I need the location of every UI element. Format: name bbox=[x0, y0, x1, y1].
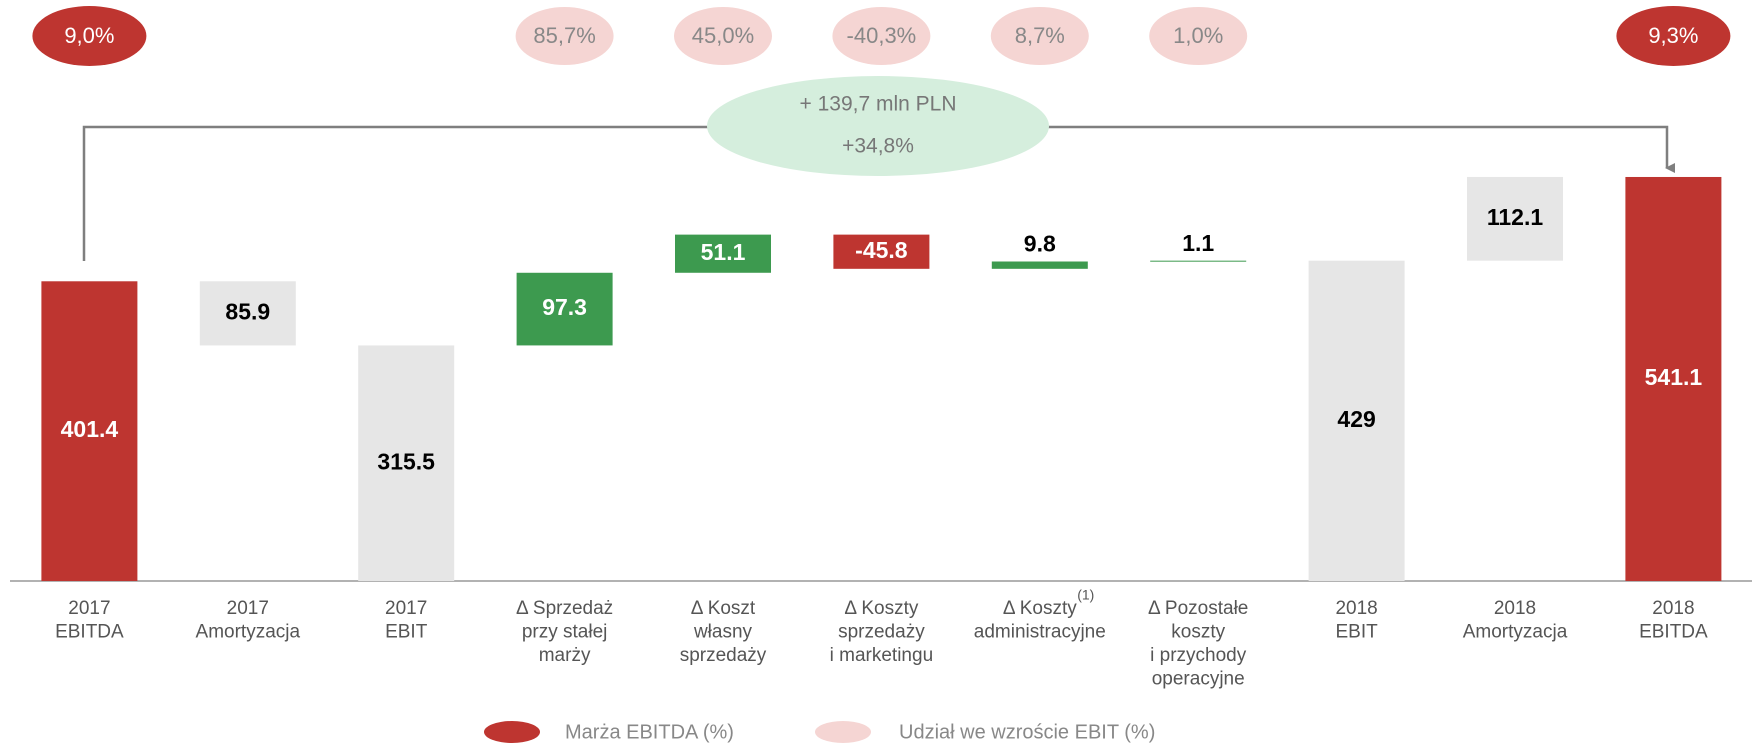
x-tick-label-line: koszty bbox=[1171, 622, 1225, 643]
x-tick-label-line: Δ Koszt bbox=[691, 598, 756, 619]
bar bbox=[199, 281, 296, 346]
bar bbox=[675, 234, 771, 273]
legend-swatch bbox=[815, 721, 871, 743]
x-tick-label-line: Δ Pozostałe bbox=[1148, 598, 1248, 619]
x-tick-label-line: sprzedaży bbox=[680, 645, 767, 666]
x-tick-label-line: EBIT bbox=[385, 622, 428, 643]
legend-label: Marża EBITDA (%) bbox=[565, 721, 734, 743]
marker-label: 9,3% bbox=[1648, 23, 1698, 48]
x-tick-label-line: EBIT bbox=[1335, 622, 1378, 643]
x-tick-label: Δ Pozostałe koszty i przychody operacyjne bbox=[1148, 598, 1248, 690]
x-tick-label-line: 2017 bbox=[68, 598, 110, 619]
bar-label: -45.8 bbox=[855, 237, 908, 263]
x-tick-label: 2017 EBIT bbox=[385, 598, 428, 643]
x-tick-label-line: 2018 bbox=[1335, 598, 1377, 619]
bar-label: 401.4 bbox=[61, 416, 119, 442]
footnote-ref: (1) bbox=[1077, 587, 1094, 603]
marker-label: -40,3% bbox=[847, 23, 917, 48]
bar-label: 85.9 bbox=[225, 298, 270, 324]
x-tick-label: Δ Koszty sprzedaży i marketingu bbox=[830, 598, 934, 666]
marker-label: 1,0% bbox=[1173, 23, 1223, 48]
x-tick-label-line: marży bbox=[539, 645, 591, 666]
bar-label: 9.8 bbox=[1024, 231, 1056, 257]
bar bbox=[1467, 176, 1563, 261]
bar bbox=[1150, 260, 1247, 262]
marker-label: 85,7% bbox=[533, 23, 595, 48]
x-tick-label: Δ Koszty administracyjne bbox=[974, 598, 1106, 643]
bar bbox=[833, 234, 930, 269]
bar-label: 51.1 bbox=[701, 239, 746, 265]
bar bbox=[991, 261, 1088, 269]
bar-label: 541.1 bbox=[1645, 364, 1703, 390]
x-tick-label-line: Amortyzacja bbox=[196, 622, 301, 643]
bar-label: 315.5 bbox=[377, 448, 435, 474]
marker-growth_share bbox=[515, 7, 614, 65]
bar-label: 112.1 bbox=[1487, 204, 1543, 230]
bar bbox=[1625, 176, 1722, 581]
x-tick-label-line: własny bbox=[693, 622, 753, 643]
marker-growth_share bbox=[1149, 7, 1248, 65]
x-tick-label-line: Δ Koszty bbox=[844, 598, 918, 619]
x-tick-label-line: i marketingu bbox=[830, 645, 934, 666]
annotation: + 139,7 mln PLN bbox=[799, 93, 956, 116]
x-tick-label-line: Δ Koszty bbox=[1003, 598, 1077, 619]
bar bbox=[358, 345, 455, 581]
annotation: +34,8% bbox=[842, 135, 914, 158]
x-tick-label-line: administracyjne bbox=[974, 622, 1106, 643]
x-tick-label-line: operacyjne bbox=[1152, 669, 1245, 690]
x-tick-label-line: 2017 bbox=[385, 598, 427, 619]
x-tick-label: 2017 Amortyzacja bbox=[196, 598, 301, 643]
marker-label: 9,0% bbox=[64, 23, 114, 48]
x-tick-label: 2018 EBITDA bbox=[1639, 598, 1708, 643]
legend-swatch bbox=[484, 721, 540, 743]
marker-growth_share bbox=[990, 7, 1089, 65]
bar-label: 97.3 bbox=[542, 294, 587, 320]
x-tick-label-line: 2018 bbox=[1652, 598, 1694, 619]
marker-growth_share bbox=[674, 7, 772, 65]
x-tick-label-line: Δ Sprzedaż bbox=[516, 598, 613, 619]
x-tick-label: 2017 EBITDA bbox=[55, 598, 124, 643]
x-tick-label-line: przy stałej bbox=[522, 622, 608, 643]
x-tick-label: Δ Sprzedaż przy stałej marży bbox=[516, 598, 613, 666]
marker-growth_share bbox=[832, 7, 931, 65]
x-tick-label: Δ Koszt własny sprzedaży bbox=[680, 598, 767, 666]
x-tick-label-line: i przychody bbox=[1150, 645, 1247, 666]
bar-label: 1.1 bbox=[1182, 230, 1214, 256]
x-tick-label-line: EBITDA bbox=[1639, 622, 1708, 643]
x-tick-label: 2018 EBIT bbox=[1335, 598, 1378, 643]
marker-label: 8,7% bbox=[1015, 23, 1065, 48]
annotation-bubble bbox=[707, 76, 1049, 176]
bar bbox=[516, 272, 613, 346]
bar bbox=[41, 281, 138, 581]
marker-label: 45,0% bbox=[692, 23, 754, 48]
marker-ebitda_margin bbox=[32, 6, 147, 66]
marker-ebitda_margin bbox=[1616, 6, 1731, 66]
x-tick-label-line: sprzedaży bbox=[838, 622, 925, 643]
bar bbox=[1308, 260, 1405, 581]
x-tick-label-line: 2017 bbox=[227, 598, 269, 619]
x-tick-label: 2018 Amortyzacja bbox=[1463, 598, 1568, 643]
x-tick-label-line: 2018 bbox=[1494, 598, 1536, 619]
x-tick-label-line: Amortyzacja bbox=[1463, 622, 1568, 643]
x-tick-label-line: EBITDA bbox=[55, 622, 124, 643]
bar-label: 429 bbox=[1337, 406, 1375, 432]
legend-label: Udział we wzroście EBIT (%) bbox=[899, 721, 1155, 743]
